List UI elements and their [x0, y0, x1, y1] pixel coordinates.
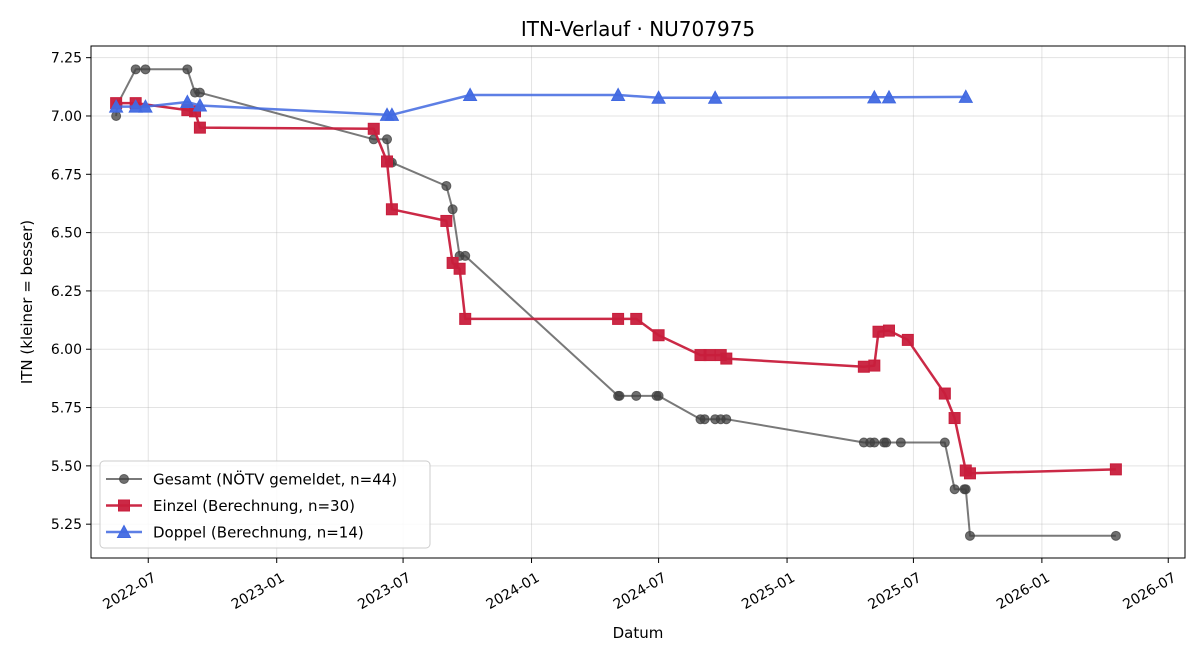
data-point [180, 94, 195, 109]
data-point [610, 87, 626, 102]
data-point [108, 99, 124, 113]
y-axis-label: ITN (kleiner = besser) [18, 220, 36, 384]
data-point [707, 90, 723, 104]
data-point [192, 97, 208, 112]
series-square [110, 97, 1122, 480]
data-point [939, 437, 950, 448]
data-point [703, 349, 716, 362]
data-point [699, 414, 710, 425]
grid [91, 46, 1185, 558]
data-point [901, 333, 914, 346]
legend-entry: Einzel (Berechnung, n=30) [106, 497, 355, 515]
data-point [857, 360, 870, 373]
series-line [116, 93, 966, 117]
y-tick-label: 6.25 [51, 284, 82, 300]
data-point [367, 122, 380, 135]
data-point [721, 414, 732, 425]
data-point [140, 64, 151, 75]
series-layer [108, 64, 1122, 541]
legend-box [99, 460, 431, 549]
legend-entry: Gesamt (NÖTV gemeldet, n=44) [106, 470, 397, 489]
data-point [1109, 463, 1122, 476]
data-point [630, 312, 643, 325]
data-point [440, 214, 453, 227]
data-point [881, 89, 897, 104]
data-point [872, 325, 885, 338]
data-point [614, 390, 625, 401]
data-point [453, 262, 466, 275]
legend-label: Doppel (Berechnung, n=14) [153, 524, 364, 542]
data-point [462, 87, 478, 102]
data-point [182, 64, 193, 75]
data-point [128, 99, 144, 113]
data-point [869, 437, 880, 448]
data-point [384, 107, 400, 121]
chart-title: ITN-Verlauf · NU707975 [521, 17, 755, 41]
y-tick-label: 5.75 [51, 401, 82, 417]
legend: Gesamt (NÖTV gemeldet, n=44) Einzel (Bere… [99, 460, 431, 549]
data-point [138, 99, 153, 113]
data-point [441, 180, 452, 191]
data-point [720, 352, 733, 365]
legend-entry: Doppel (Berechnung, n=14) [106, 524, 364, 542]
data-point [460, 250, 471, 261]
data-point [652, 329, 665, 342]
data-point [882, 324, 895, 337]
y-tick-label: 6.75 [51, 167, 82, 183]
data-point [960, 484, 971, 495]
y-tick-label: 7.25 [51, 51, 82, 67]
data-point [868, 359, 881, 372]
data-point [963, 467, 976, 480]
data-point [631, 390, 642, 401]
y-tick-label: 7.00 [51, 109, 82, 125]
data-point [130, 64, 141, 75]
data-point [193, 121, 206, 134]
legend-marker [119, 474, 129, 484]
data-point [653, 390, 664, 401]
legend-marker [116, 524, 132, 539]
data-point [949, 484, 960, 495]
legend-label: Gesamt (NÖTV gemeldet, n=44) [153, 470, 397, 489]
data-point [385, 203, 398, 216]
data-point [459, 312, 472, 325]
data-point [447, 204, 458, 215]
y-tick-label: 5.25 [51, 517, 82, 533]
data-point [111, 110, 122, 121]
legend-marker [118, 499, 130, 512]
data-point [948, 412, 961, 425]
data-point [651, 90, 666, 104]
data-point [895, 437, 906, 448]
data-point [866, 89, 882, 104]
data-point [382, 134, 393, 145]
data-point [964, 530, 975, 541]
data-point [1110, 530, 1121, 541]
data-point [381, 155, 394, 168]
data-point [194, 87, 205, 98]
series-triangle [108, 87, 974, 121]
y-tick-label: 6.50 [51, 226, 82, 242]
x-axis-label: Datum [613, 624, 664, 642]
plot-frame [90, 45, 1186, 559]
data-point [881, 437, 892, 448]
y-tick-label: 5.50 [51, 459, 82, 475]
legend-entries: Gesamt (NÖTV gemeldet, n=44) Einzel (Bere… [106, 470, 397, 542]
data-point [958, 89, 974, 103]
data-point [612, 312, 625, 325]
y-tick-label: 6.00 [51, 342, 82, 358]
data-point [938, 387, 951, 400]
legend-label: Einzel (Berechnung, n=30) [153, 497, 355, 515]
